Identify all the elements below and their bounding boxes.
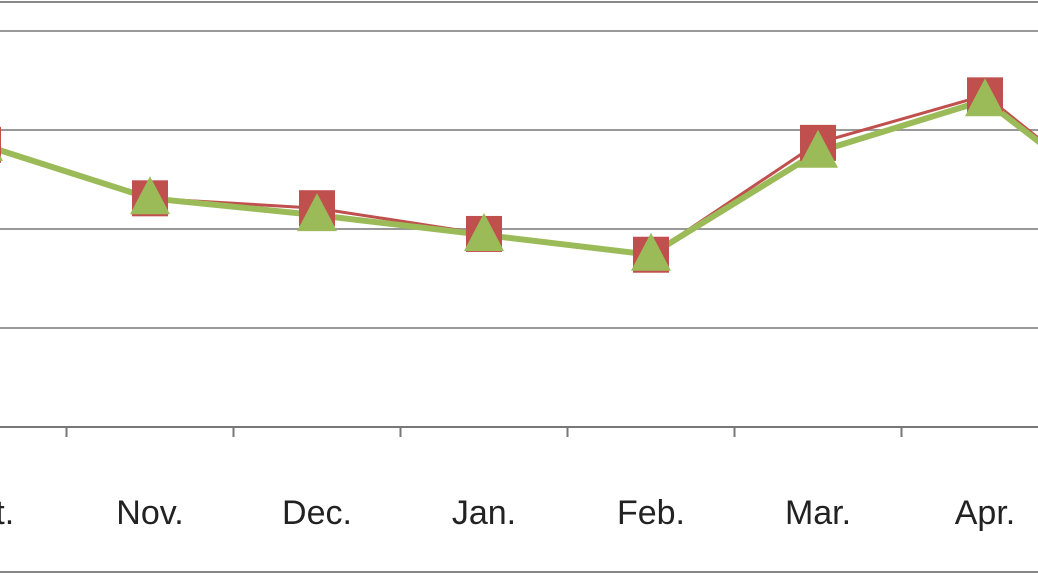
marker-triangle xyxy=(0,155,3,161)
marker-triangle xyxy=(297,193,337,232)
marker-triangle xyxy=(464,212,504,251)
x-tick-label: Mar. xyxy=(785,494,851,532)
marker-triangle xyxy=(798,129,838,168)
series-line xyxy=(0,97,1038,258)
x-tick-label: Oct. xyxy=(0,494,14,532)
x-tick-label: Feb. xyxy=(617,494,685,532)
x-tick-label: Nov. xyxy=(116,494,183,532)
x-tick-label: Dec. xyxy=(282,494,352,532)
marker-triangle xyxy=(965,78,1005,117)
marker-triangle xyxy=(130,176,170,215)
marker-triangle xyxy=(631,232,671,271)
series-line xyxy=(0,93,1038,257)
x-tick-label: Jan. xyxy=(452,494,516,532)
marker-square xyxy=(0,126,1,163)
x-tick-label: Apr. xyxy=(955,494,1015,532)
